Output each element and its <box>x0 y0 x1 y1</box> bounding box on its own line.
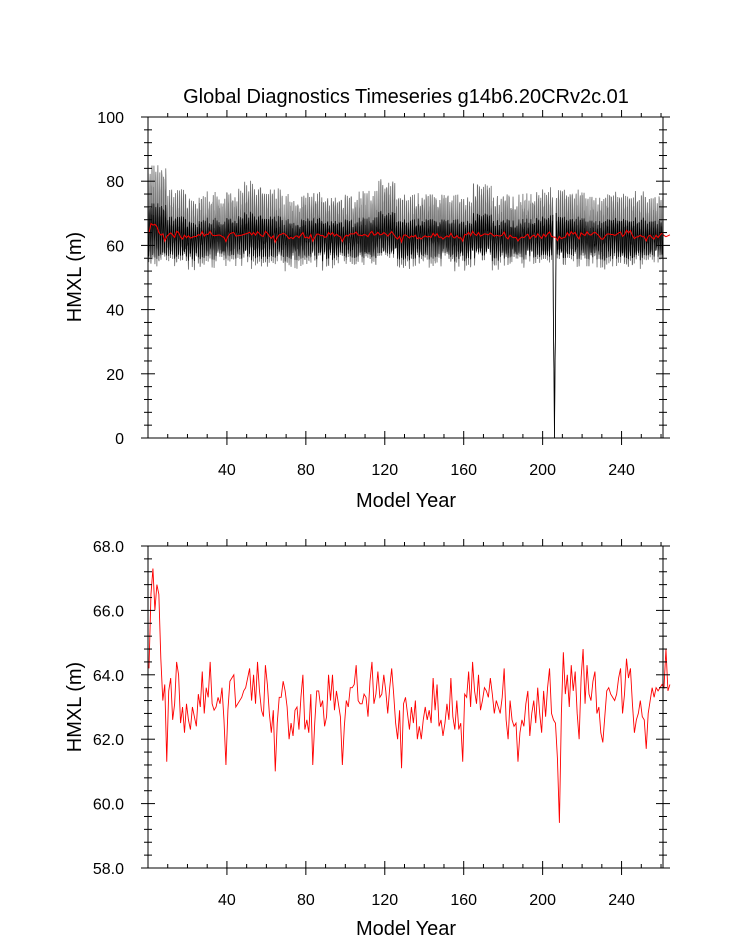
x-tick-labels: 40 80 120 160 200 240 <box>218 462 635 479</box>
axis-ticks <box>141 110 670 445</box>
x-tick-label: 200 <box>529 892 556 909</box>
x-tick-label: 240 <box>608 892 635 909</box>
x-tick-label: 200 <box>529 462 556 479</box>
annual-mean-line <box>148 222 671 244</box>
x-tick-label: 40 <box>218 892 236 909</box>
y-tick-label: 68.0 <box>93 539 124 556</box>
plot-frame <box>147 116 664 439</box>
x-tick-label: 80 <box>297 462 315 479</box>
y-tick-label: 62.0 <box>93 732 124 749</box>
y-tick-label: 58.0 <box>93 861 124 878</box>
y-tick-label: 64.0 <box>93 668 124 685</box>
y-tick-label: 100 <box>97 110 124 127</box>
y-tick-label: 0 <box>115 431 124 448</box>
x-tick-label: 160 <box>450 892 477 909</box>
plot-frame <box>147 545 664 869</box>
y-tick-label: 80 <box>106 174 124 191</box>
y-tick-label: 20 <box>106 367 124 384</box>
chart-bottom: 40 80 120 160 200 240 58.0 60.0 62.0 64.… <box>64 539 671 940</box>
x-tick-label: 40 <box>218 462 236 479</box>
y-tick-labels: 58.0 60.0 62.0 64.0 66.0 68.0 <box>93 539 124 878</box>
chart-top: Global Diagnostics Timeseries g14b6.20CR… <box>64 86 671 512</box>
x-tick-label: 120 <box>371 892 398 909</box>
y-axis-title: HMXL (m) <box>64 232 86 322</box>
x-tick-label: 120 <box>371 462 398 479</box>
y-tick-label: 40 <box>106 303 124 320</box>
monthly-series <box>147 165 664 439</box>
monthly-line-grey <box>147 165 664 439</box>
monthly-line-black <box>147 203 664 439</box>
chart-title: Global Diagnostics Timeseries g14b6.20CR… <box>183 86 629 108</box>
y-tick-label: 66.0 <box>93 603 124 620</box>
x-tick-label: 80 <box>297 892 315 909</box>
y-tick-label: 60 <box>106 238 124 255</box>
x-tick-label: 160 <box>450 462 477 479</box>
y-tick-label: 60.0 <box>93 797 124 814</box>
annual-mean-series <box>148 222 671 244</box>
annual-mean-line <box>148 568 671 823</box>
x-axis-title: Model Year <box>356 918 456 940</box>
y-axis-title: HMXL (m) <box>64 662 86 752</box>
x-axis-title: Model Year <box>356 490 456 512</box>
x-tick-labels: 40 80 120 160 200 240 <box>218 892 635 909</box>
annual-mean-series <box>148 568 671 823</box>
x-tick-label: 240 <box>608 462 635 479</box>
y-tick-labels: 0 20 40 60 80 100 <box>97 110 124 448</box>
axis-ticks <box>141 539 670 875</box>
